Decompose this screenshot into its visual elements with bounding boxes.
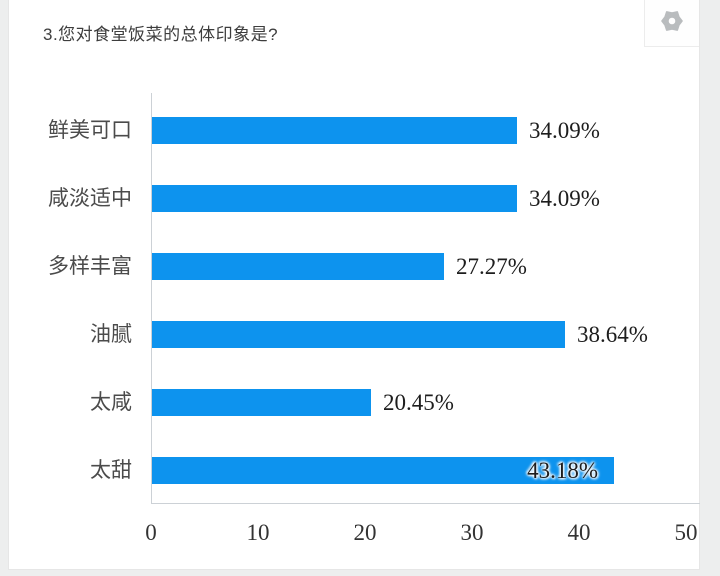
x-axis-tick-label: 40 [567, 520, 591, 545]
category-label: 油腻 [90, 323, 132, 346]
value-label: 34.09% [529, 118, 600, 143]
x-axis-tick-label: 50 [674, 520, 698, 545]
x-axis-tick-label: 30 [460, 520, 484, 545]
category-label: 太咸 [90, 391, 132, 414]
category-label: 多样丰富 [48, 255, 132, 278]
category-label: 咸淡适中 [48, 187, 132, 210]
y-axis-line [151, 93, 152, 503]
bar [152, 321, 565, 348]
value-label: 38.64% [577, 322, 648, 347]
category-label: 太甜 [90, 459, 132, 482]
bar [152, 389, 371, 416]
value-label: 34.09% [529, 186, 600, 211]
x-axis-tick-label: 0 [145, 520, 157, 545]
category-label: 鲜美可口 [48, 119, 132, 142]
bar [152, 117, 517, 144]
bar [152, 185, 517, 212]
value-label: 27.27% [456, 254, 527, 279]
value-label: 43.18% [527, 458, 598, 483]
bar-chart: 鲜美可口 34.09% 咸淡适中 34.09% 多样丰富 27.27% 油腻 3… [9, 0, 700, 569]
bar [152, 253, 444, 280]
x-axis-line [151, 503, 700, 504]
question-title: 3.您对食堂饭菜的总体印象是? [43, 25, 279, 44]
x-axis-tick-label: 20 [353, 520, 377, 545]
gear-icon [660, 9, 684, 38]
value-label: 20.45% [383, 390, 454, 415]
question-card: 3.您对食堂饭菜的总体印象是? 鲜美可口 34.09% 咸淡适中 34.09% … [8, 0, 700, 570]
settings-button[interactable] [644, 0, 699, 47]
bar [152, 457, 614, 484]
x-axis-tick-label: 10 [246, 520, 270, 545]
